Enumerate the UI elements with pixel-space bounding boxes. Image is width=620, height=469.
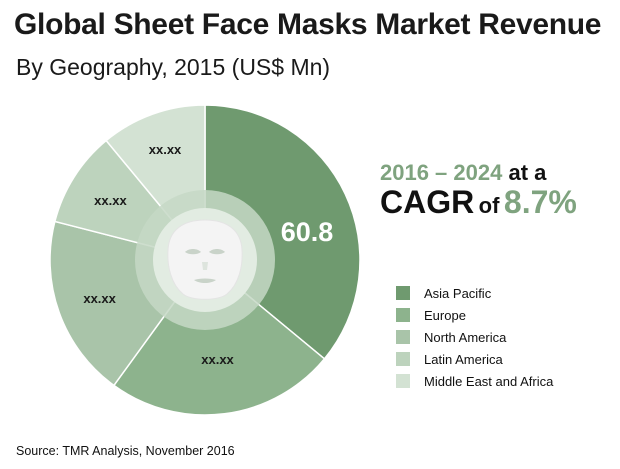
cagr-value: 8.7% — [503, 184, 577, 220]
cagr-of: of — [478, 193, 500, 218]
legend-swatch — [396, 352, 410, 366]
cagr-label: CAGR — [380, 184, 475, 220]
data-label-latin-america: xx.xx — [94, 193, 127, 208]
data-label-north-america: xx.xx — [83, 291, 116, 306]
cagr-line: CAGR of 8.7% — [380, 184, 577, 221]
chart-legend: Asia Pacific Europe North America Latin Ame… — [396, 282, 553, 392]
legend-item-europe: Europe — [396, 304, 553, 326]
slice-asia-pacific — [204, 104, 361, 360]
legend-label: Latin America — [424, 351, 503, 367]
chart-title: Global Sheet Face Masks Market Revenue — [14, 8, 602, 41]
data-label-europe: xx.xx — [201, 352, 234, 367]
legend-item-asia-pacific: Asia Pacific — [396, 282, 553, 304]
legend-label: Europe — [424, 307, 466, 323]
legend-swatch — [396, 286, 410, 300]
legend-item-middle-east-and-africa: Middle East and Africa — [396, 370, 553, 392]
chart-subtitle: By Geography, 2015 (US$ Mn) — [16, 54, 331, 80]
legend-swatch — [396, 374, 410, 388]
face-mask-icon — [167, 219, 243, 300]
data-label-middle-east-and-africa: xx.xx — [149, 142, 182, 157]
cagr-at-a: at a — [508, 160, 547, 185]
data-label-asia-pacific: 60.8 — [281, 217, 334, 247]
legend-label: Middle East and Africa — [424, 373, 554, 389]
legend-item-latin-america: Latin America — [396, 348, 553, 370]
source-note: Source: TMR Analysis, November 2016 — [16, 444, 235, 458]
legend-label: North America — [424, 329, 507, 345]
legend-swatch — [396, 330, 410, 344]
legend-label: Asia Pacific — [424, 285, 492, 301]
slice-europe — [112, 258, 326, 416]
legend-swatch — [396, 308, 410, 322]
legend-item-north-america: North America — [396, 326, 553, 348]
cagr-period-years: 2016 – 2024 — [380, 160, 503, 185]
cagr-period: 2016 – 2024 at a — [380, 160, 546, 186]
